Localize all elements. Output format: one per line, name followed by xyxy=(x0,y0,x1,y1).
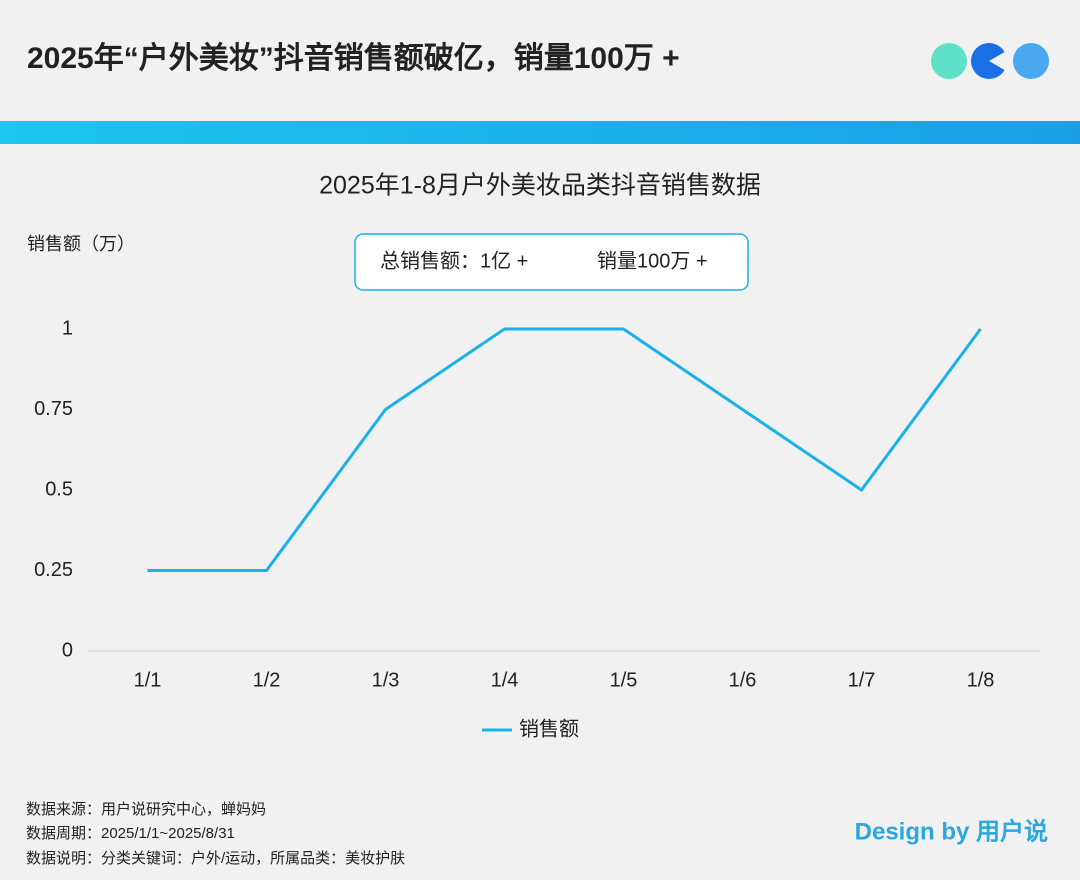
y-tick-label: 0.25 xyxy=(34,559,73,581)
brand: Design by 用户说 xyxy=(855,817,1048,845)
logo xyxy=(931,43,1049,79)
y-axis-label: 销售额（万） xyxy=(27,234,135,254)
x-tick-label: 1/6 xyxy=(729,669,757,691)
page-title: 2025年“户外美妆”抖音销售额破亿，销量100万 + xyxy=(27,41,680,75)
annotation-text: 总销售额：1亿 + xyxy=(380,249,528,272)
footer-line: 数据说明：分类关键词：户外/运动，所属品类：美妆护肤 xyxy=(26,850,405,867)
footer-line: 数据周期：2025/1/1~2025/8/31 xyxy=(26,825,235,842)
y-tick-label: 0.75 xyxy=(34,398,73,420)
header-band xyxy=(0,121,1080,144)
legend-label: 销售额 xyxy=(519,717,579,740)
x-tick-label: 1/7 xyxy=(848,669,876,691)
x-tick-label: 1/1 xyxy=(134,669,162,691)
y-tick-label: 0.5 xyxy=(45,478,73,500)
line xyxy=(147,327,982,572)
y-tick-label: 1 xyxy=(62,317,73,339)
x-tick-label: 1/2 xyxy=(253,669,281,691)
x-tick-label: 1/8 xyxy=(967,669,995,691)
x-tick-label: 1/5 xyxy=(610,669,638,691)
x-tick-label: 1/4 xyxy=(491,669,519,691)
annotation-box xyxy=(354,233,749,291)
footer-line: 数据来源：用户说研究中心，蝉妈妈 xyxy=(26,801,266,818)
annotation-text: 销量100万 + xyxy=(597,249,708,272)
chart-title: 2025年1-8月户外美妆品类抖音销售数据 xyxy=(319,172,761,200)
x-tick-label: 1/3 xyxy=(372,669,400,691)
y-tick-label: 0 xyxy=(62,639,73,661)
